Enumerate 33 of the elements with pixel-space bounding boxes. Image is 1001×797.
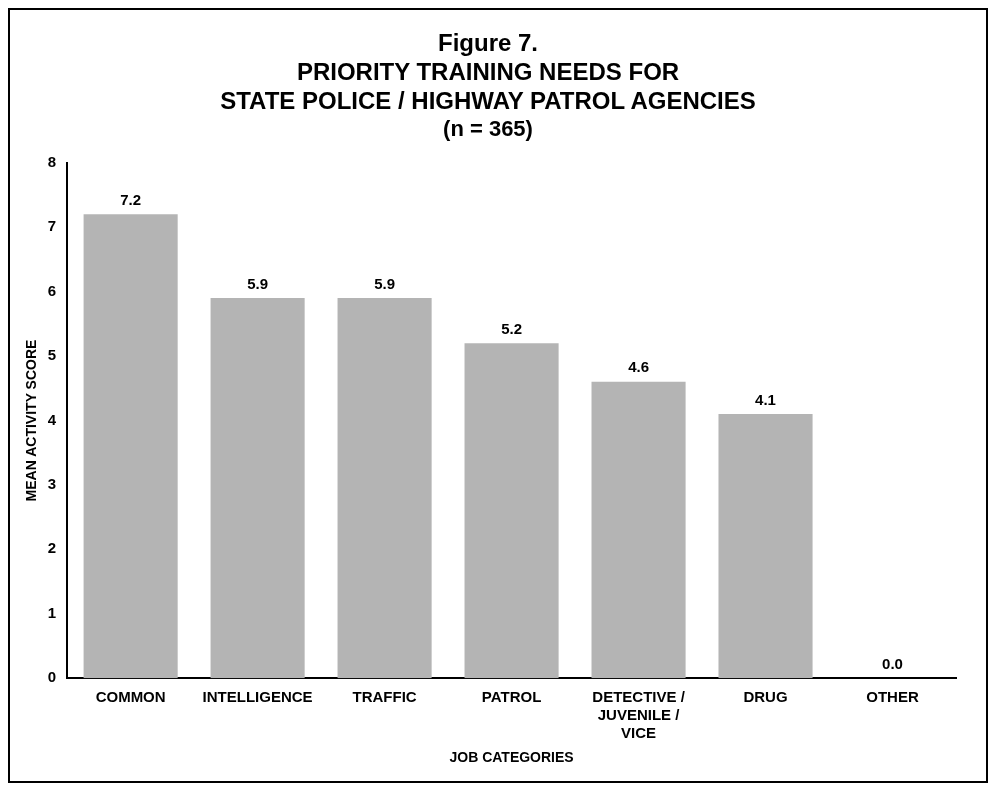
y-tick-label: 5 [47,346,57,364]
chart-subtitle: (n = 365) [443,115,533,141]
bar [591,381,686,679]
y-tick-label: 4 [47,410,57,428]
x-tick-label: COMMON [95,688,166,706]
bar [83,214,178,679]
data-label: 5.9 [374,274,396,292]
data-label: 4.1 [755,390,776,408]
bar [464,343,559,679]
y-axis-title: MEAN ACTIVITY SCORE [23,339,40,502]
y-tick-label: 8 [47,152,57,170]
y-tick-label: 1 [47,603,57,621]
data-label: 5.2 [501,319,522,337]
chart-title: Figure 7. PRIORITY TRAINING NEEDS FOR STATE POLICE / HIGHWAY PATROL AGENCIES [220,29,756,114]
x-tick-label: PATROL [481,688,542,706]
bar [337,298,432,679]
y-tick-label: 2 [47,539,57,557]
x-axis-title: JOB CATEGORIES [449,749,574,766]
data-label: 0.0 [882,654,903,672]
x-tick-label: TRAFFIC [352,688,417,706]
data-label: 7.2 [120,190,142,208]
x-tick-label: INTELLIGENCE [202,688,313,706]
y-tick-label: 7 [47,217,57,235]
x-tick-label: OTHER [866,688,919,706]
bar [718,414,813,679]
y-tick-label: 0 [47,668,57,686]
y-tick-label: 6 [47,281,57,299]
y-tick-label: 3 [47,475,57,493]
x-tick-label: DRUG [743,688,788,706]
x-tick-label: DETECTIVE / JUVENILE / VICE [592,688,686,742]
data-label: 5.9 [247,274,269,292]
data-label: 4.6 [628,358,649,376]
bar [210,298,305,679]
